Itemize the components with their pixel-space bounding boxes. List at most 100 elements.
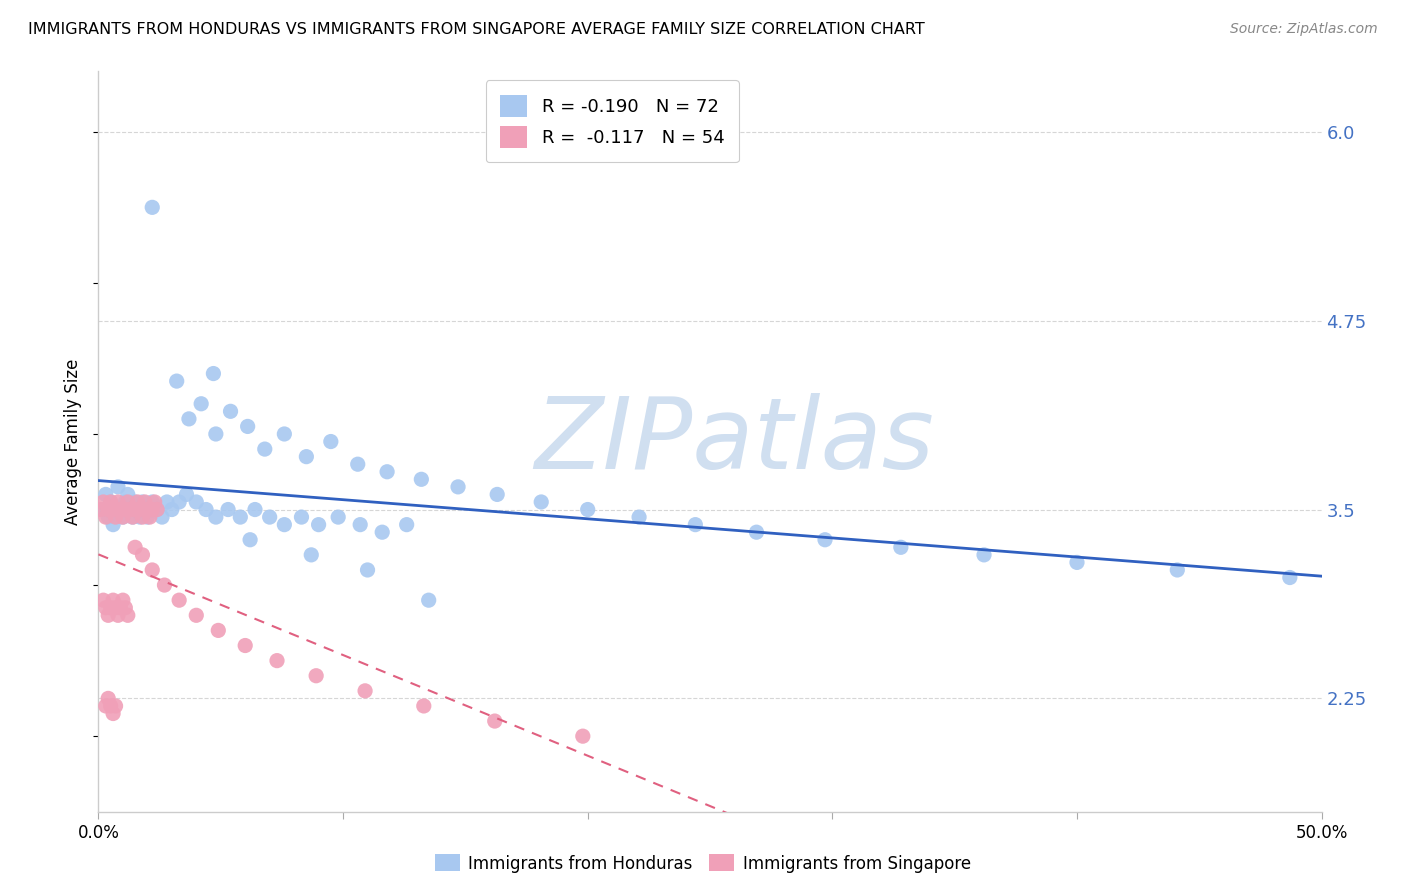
- Point: [349, 517, 371, 532]
- Point: [114, 502, 136, 516]
- Y-axis label: Average Family Size: Average Family Size: [65, 359, 83, 524]
- Point: [572, 729, 595, 743]
- Point: [273, 427, 295, 442]
- Point: [190, 397, 212, 411]
- Point: [146, 502, 169, 516]
- Point: [117, 608, 139, 623]
- Point: [129, 510, 152, 524]
- Point: [124, 541, 146, 555]
- Point: [411, 472, 433, 486]
- Point: [120, 502, 142, 516]
- Point: [94, 510, 117, 524]
- Point: [576, 502, 599, 516]
- Text: ZIPatlas: ZIPatlas: [534, 393, 935, 490]
- Point: [890, 541, 912, 555]
- Point: [305, 669, 328, 683]
- Point: [127, 502, 149, 516]
- Point: [295, 450, 318, 464]
- Point: [134, 502, 156, 516]
- Point: [107, 480, 129, 494]
- Point: [127, 495, 149, 509]
- Point: [1066, 556, 1088, 570]
- Point: [129, 502, 152, 516]
- Point: [299, 548, 322, 562]
- Point: [205, 510, 228, 524]
- Point: [243, 502, 266, 516]
- Point: [97, 502, 120, 516]
- Point: [484, 714, 506, 728]
- Point: [156, 495, 179, 509]
- Point: [120, 502, 142, 516]
- Point: [195, 502, 218, 516]
- Point: [134, 495, 156, 509]
- Point: [114, 600, 136, 615]
- Point: [91, 495, 114, 509]
- Point: [628, 510, 651, 524]
- Point: [111, 510, 134, 524]
- Point: [395, 517, 418, 532]
- Point: [104, 600, 127, 615]
- Point: [117, 495, 139, 509]
- Point: [207, 624, 229, 638]
- Point: [97, 510, 120, 524]
- Point: [124, 495, 146, 509]
- Point: [100, 698, 122, 713]
- Point: [94, 487, 117, 501]
- Point: [101, 593, 124, 607]
- Point: [253, 442, 276, 456]
- Point: [412, 698, 434, 713]
- Point: [101, 706, 124, 721]
- Point: [107, 608, 129, 623]
- Point: [111, 593, 134, 607]
- Point: [266, 654, 288, 668]
- Point: [111, 510, 134, 524]
- Point: [141, 563, 163, 577]
- Point: [354, 683, 377, 698]
- Point: [131, 510, 153, 524]
- Point: [104, 502, 127, 516]
- Point: [1166, 563, 1188, 577]
- Point: [685, 517, 707, 532]
- Point: [308, 517, 330, 532]
- Point: [104, 698, 127, 713]
- Point: [205, 427, 228, 442]
- Point: [97, 608, 120, 623]
- Text: IMMIGRANTS FROM HONDURAS VS IMMIGRANTS FROM SINGAPORE AVERAGE FAMILY SIZE CORREL: IMMIGRANTS FROM HONDURAS VS IMMIGRANTS F…: [28, 22, 925, 37]
- Point: [160, 502, 183, 516]
- Point: [356, 563, 378, 577]
- Point: [273, 517, 295, 532]
- Point: [136, 510, 159, 524]
- Point: [447, 480, 470, 494]
- Point: [167, 593, 190, 607]
- Point: [141, 200, 163, 214]
- Point: [100, 600, 122, 615]
- Point: [146, 502, 169, 516]
- Point: [141, 495, 163, 509]
- Point: [486, 487, 509, 501]
- Point: [110, 502, 132, 516]
- Point: [186, 495, 208, 509]
- Point: [239, 533, 262, 547]
- Point: [371, 525, 394, 540]
- Point: [124, 502, 146, 516]
- Point: [90, 502, 112, 516]
- Point: [136, 502, 159, 516]
- Point: [97, 691, 120, 706]
- Point: [186, 608, 208, 623]
- Point: [91, 502, 114, 516]
- Point: [233, 639, 256, 653]
- Point: [110, 600, 132, 615]
- Point: [94, 600, 117, 615]
- Point: [94, 698, 117, 713]
- Point: [153, 578, 176, 592]
- Point: [328, 510, 350, 524]
- Point: [236, 419, 259, 434]
- Point: [121, 510, 143, 524]
- Point: [104, 510, 127, 524]
- Point: [100, 495, 122, 509]
- Legend: Immigrants from Honduras, Immigrants from Singapore: Immigrants from Honduras, Immigrants fro…: [429, 847, 977, 880]
- Point: [290, 510, 312, 524]
- Point: [139, 510, 162, 524]
- Point: [319, 434, 342, 449]
- Point: [745, 525, 768, 540]
